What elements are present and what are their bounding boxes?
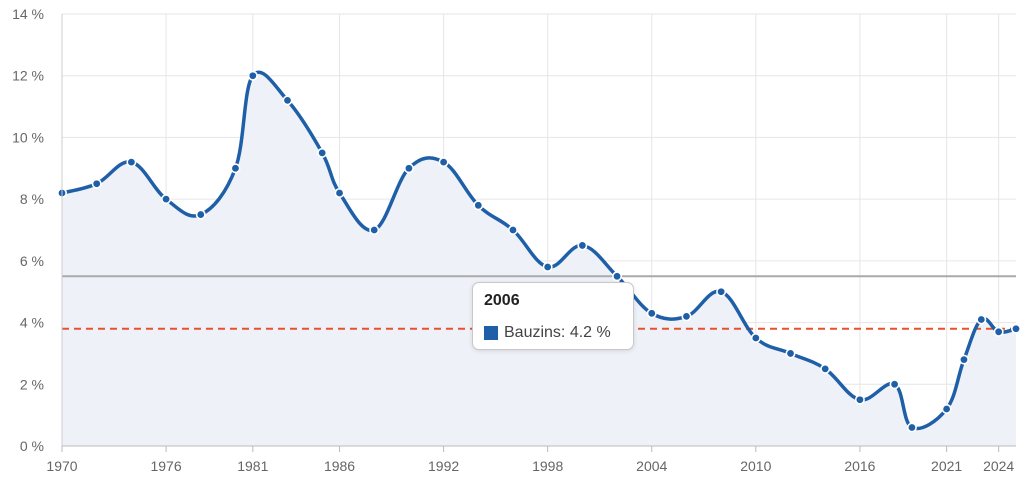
x-tick-label: 1986 — [324, 458, 355, 474]
data-point — [91, 178, 102, 189]
x-tick-label: 2016 — [844, 458, 875, 474]
x-tick-label: 2004 — [636, 458, 667, 474]
data-point — [681, 311, 692, 322]
data-point — [369, 225, 380, 236]
data-point — [542, 262, 553, 273]
data-point — [126, 157, 137, 168]
data-point — [716, 286, 727, 297]
y-tick-label: 2 % — [20, 376, 44, 392]
y-axis: 0 % 2 % 4 % 6 % 8 % 10 % 12 % 14 % — [12, 6, 63, 454]
data-point — [646, 308, 657, 319]
data-point — [317, 147, 328, 158]
x-tick-label: 1998 — [532, 458, 563, 474]
x-tick-label: 1981 — [237, 458, 268, 474]
data-point — [577, 240, 588, 251]
area-fill — [62, 72, 1016, 447]
tooltip-title: 2006 — [484, 292, 520, 309]
x-tick-label: 1976 — [150, 458, 181, 474]
y-tick-label: 14 % — [12, 6, 44, 22]
tooltip-row: Bauzins: 4.2 % — [484, 324, 611, 342]
y-tick-label: 6 % — [20, 253, 44, 269]
data-point — [282, 95, 293, 106]
data-point — [958, 354, 969, 365]
data-point — [438, 157, 449, 168]
y-tick-label: 0 % — [20, 438, 44, 454]
y-tick-label: 4 % — [20, 315, 44, 331]
data-point — [750, 332, 761, 343]
data-point — [334, 187, 345, 198]
data-point — [473, 200, 484, 211]
tooltip-series-name: Bauzins — [504, 324, 561, 341]
data-point — [195, 209, 206, 220]
series-line-bauzins — [61, 70, 1017, 431]
y-tick-label: 10 % — [12, 129, 44, 145]
data-point — [507, 225, 518, 236]
data-point — [403, 163, 414, 174]
data-point — [906, 422, 917, 433]
data-point — [247, 70, 258, 81]
x-tick-label: 2021 — [931, 458, 962, 474]
series-area — [62, 72, 1016, 447]
data-point — [230, 163, 241, 174]
tooltip-value: 4.2 % — [569, 324, 611, 341]
data-point — [993, 326, 1004, 337]
data-point — [854, 394, 865, 405]
x-tick-label: 2024 — [983, 458, 1014, 474]
x-tick-label: 1992 — [428, 458, 459, 474]
data-point — [889, 379, 900, 390]
y-tick-label: 12 % — [12, 68, 44, 84]
tooltip-series-swatch — [484, 326, 498, 340]
y-tick-label: 8 % — [20, 191, 44, 207]
x-tick-label: 1970 — [46, 458, 77, 474]
data-points — [56, 70, 1021, 433]
x-axis: 1970 1976 1981 1986 1992 1998 2004 2010 2016 2021… — [46, 445, 1016, 474]
tooltip: 2006 Bauzins: 4.2 % — [472, 282, 634, 350]
data-point — [976, 314, 987, 325]
series-line — [61, 70, 1017, 431]
tooltip-separator: : — [560, 324, 570, 341]
data-point — [820, 363, 831, 374]
data-point — [941, 403, 952, 414]
data-point — [785, 348, 796, 359]
x-tick-label: 2010 — [740, 458, 771, 474]
data-point — [161, 194, 172, 205]
reference-lines — [62, 275, 1016, 330]
data-point — [612, 271, 623, 282]
data-point — [1010, 323, 1021, 334]
